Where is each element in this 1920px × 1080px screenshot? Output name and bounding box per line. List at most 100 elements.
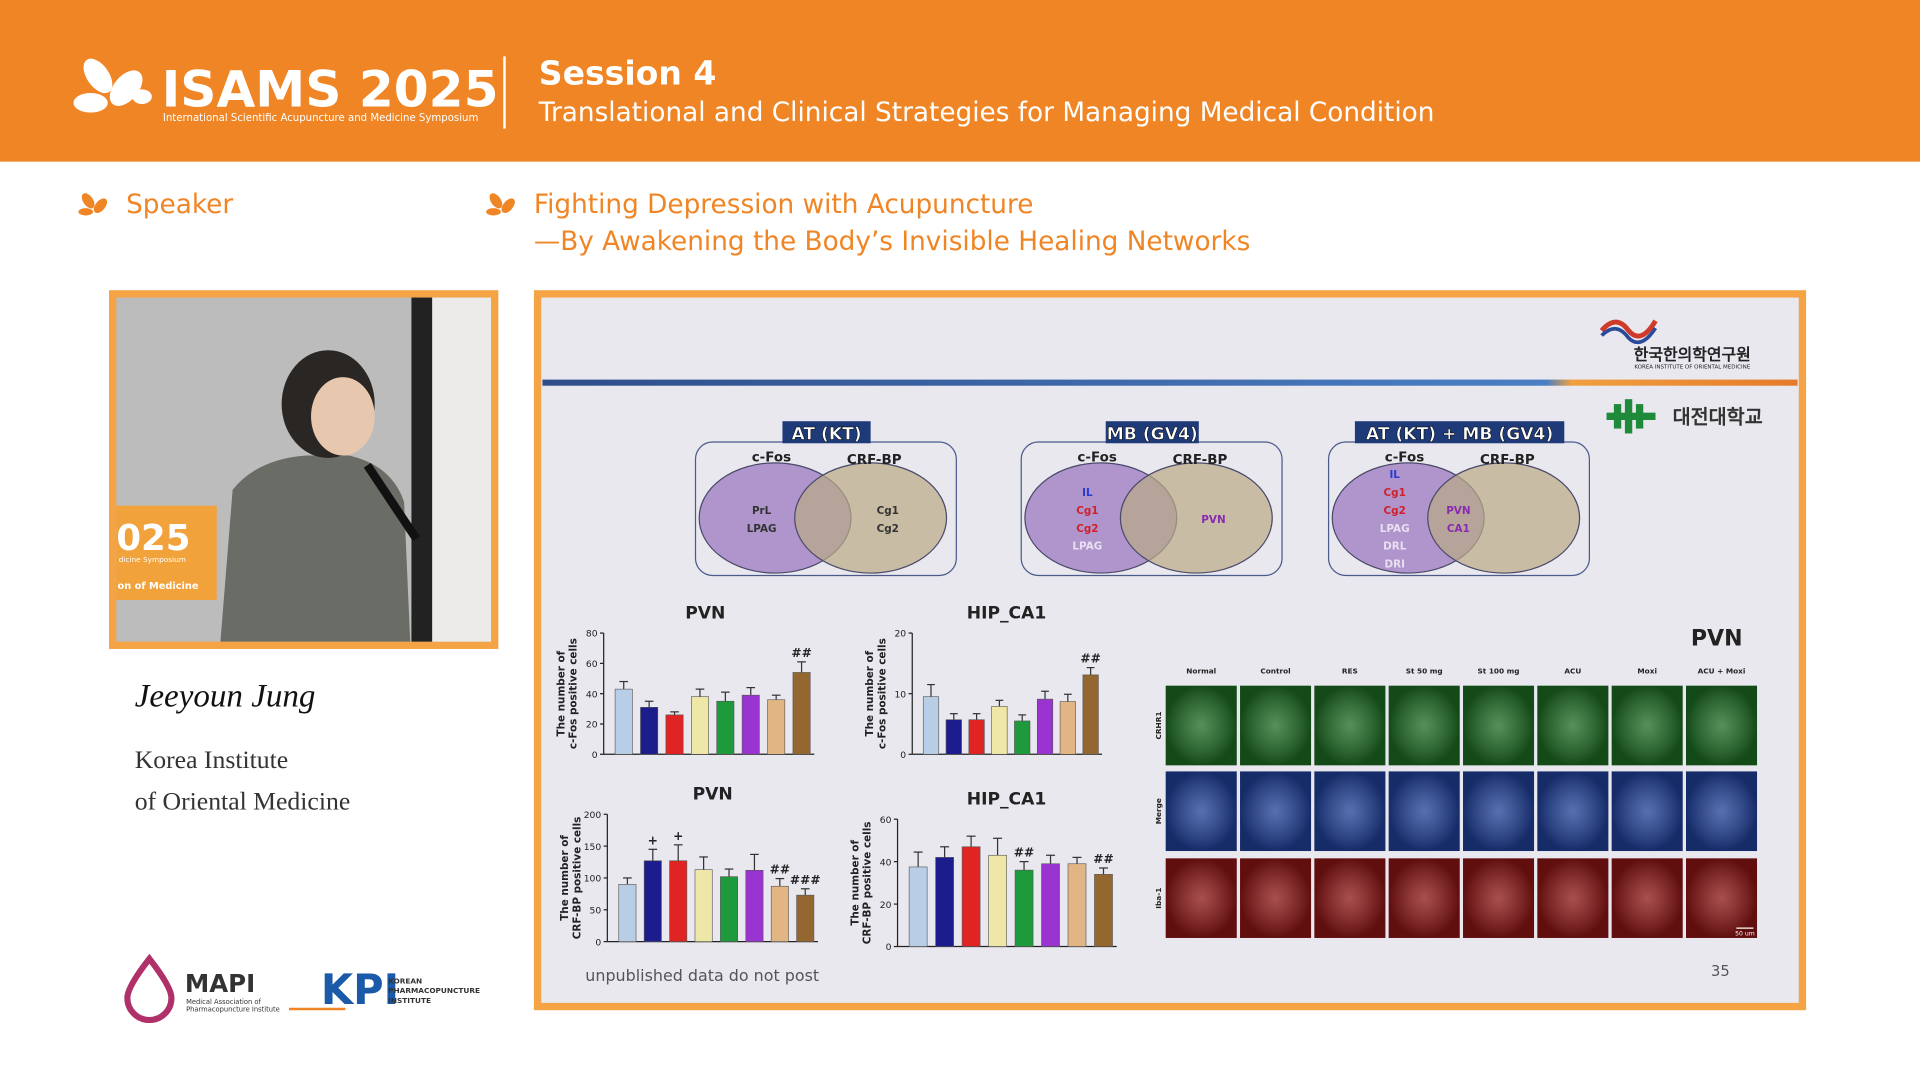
venn-title: AT (KT) + MB (GV4) [1366, 425, 1553, 445]
micrograph-texture [1686, 858, 1758, 938]
photo-microphone [363, 462, 420, 542]
venn-label: CRF-BP [1480, 453, 1535, 468]
venn-item: LPAG [1072, 541, 1102, 553]
micrograph-texture [1686, 685, 1758, 766]
header-band [0, 0, 1920, 162]
y-axis-label: The number of [864, 650, 876, 736]
venn-circle [1427, 462, 1581, 574]
micrograph-row: CRHR1 [1154, 712, 1163, 740]
bar [968, 719, 985, 755]
bar [665, 714, 684, 755]
micrograph-texture [1463, 771, 1535, 852]
photo-banner [116, 505, 217, 600]
venn-item: LPAG [1380, 523, 1410, 535]
venn-item: Cg1 [877, 505, 899, 517]
bar [640, 707, 659, 755]
significance-mark: ## [1014, 846, 1035, 860]
micrograph-texture [1537, 685, 1609, 766]
scale-bar-label: 50 um [1735, 931, 1755, 938]
y-tick-label: 20 [894, 629, 906, 640]
slide-band [542, 379, 1798, 386]
chart-title: PVN [693, 785, 733, 805]
venn-title-box [1105, 421, 1199, 444]
photo-background [432, 297, 492, 642]
micrograph-row: Merge [1154, 798, 1163, 824]
talk-title: Fighting Depression with Acupuncture [534, 190, 1034, 220]
bar [669, 860, 688, 942]
venn-item: Cg2 [877, 523, 899, 535]
slide-logo: 한국한의학연구원 [1634, 345, 1751, 364]
micrograph-texture [1611, 771, 1683, 852]
y-axis-label: The number of [559, 835, 571, 921]
bar [1014, 720, 1031, 755]
y-tick-label: 50 [590, 905, 602, 916]
micrograph-texture [1388, 858, 1460, 938]
photo-banner-text: dicine Symposium [119, 555, 186, 564]
venn-item: IL [1082, 487, 1093, 499]
micrograph-title: PVN [1691, 626, 1743, 651]
bar [991, 706, 1008, 755]
y-tick-label: 40 [586, 689, 598, 700]
photo-person [311, 377, 375, 456]
y-tick-label: 10 [894, 689, 906, 700]
dju-icon [1606, 399, 1656, 434]
y-axis-label: The number of [849, 840, 861, 926]
bar [643, 860, 662, 942]
venn-title-box [1354, 421, 1565, 444]
venn-item: Cg1 [1076, 505, 1098, 517]
micrograph-texture [1388, 771, 1460, 852]
micrograph-column: Control [1260, 666, 1290, 675]
venn-circle [794, 462, 948, 574]
micrograph-column: RES [1342, 666, 1358, 675]
venn-label: CRF-BP [847, 453, 902, 468]
significance-mark: + [648, 833, 658, 847]
mapi-icon [124, 953, 175, 1024]
micrograph-texture [1388, 685, 1460, 766]
micrograph-texture [1537, 858, 1609, 938]
bar [618, 884, 637, 942]
micrograph-texture [1240, 685, 1312, 766]
venn-item: PVN [1201, 514, 1225, 526]
y-tick-label: 20 [880, 900, 892, 911]
venn-label: CRF-BP [1173, 453, 1228, 468]
venn-item: Cg2 [1384, 505, 1406, 517]
kiom-icon [1599, 319, 1658, 339]
bar [988, 854, 1007, 947]
bar [1067, 863, 1087, 947]
talk-icon [486, 193, 515, 216]
logo-subtitle: International Scientific Acupuncture and… [163, 113, 479, 124]
bar [908, 866, 928, 947]
kiom-icon [1600, 326, 1658, 345]
logo-text: ISAMS 2025 [162, 60, 499, 119]
venn-title-box [782, 421, 871, 444]
speaker-icon [78, 193, 108, 216]
venn-item: Cg1 [1384, 487, 1406, 499]
speaker-name: Jeeyoun Jung [135, 679, 316, 715]
micrograph-texture [1240, 858, 1312, 938]
venn-item: PVN [1446, 505, 1470, 517]
y-tick-label: 60 [880, 815, 892, 826]
bar [961, 846, 981, 947]
micrograph-column: ACU + Moxi [1698, 666, 1746, 675]
micrograph-texture [1463, 685, 1535, 766]
logo-icon [73, 58, 152, 113]
venn-title: MB (GV4) [1107, 425, 1198, 445]
y-axis-label: The number of [555, 650, 567, 736]
bar [1036, 698, 1054, 755]
y-axis-label: c-Fos positive cells [568, 638, 580, 749]
significance-mark: + [673, 829, 683, 843]
sponsor-subtitle: INSTITUTE [388, 996, 431, 1005]
sponsor-subtitle: Medical Association of [186, 998, 261, 1006]
venn-circle [1119, 462, 1273, 574]
talk-title: —By Awakening the Body’s Invisible Heali… [534, 227, 1250, 257]
bar [716, 700, 735, 755]
y-tick-label: 60 [586, 659, 598, 670]
micrograph-texture [1314, 685, 1386, 766]
session-number: Session 4 [539, 53, 717, 92]
bar [767, 699, 786, 755]
significance-mark: ## [1093, 852, 1114, 866]
bar [796, 894, 815, 942]
venn-item: CA1 [1447, 523, 1470, 535]
venn-label: c-Fos [1077, 451, 1116, 466]
